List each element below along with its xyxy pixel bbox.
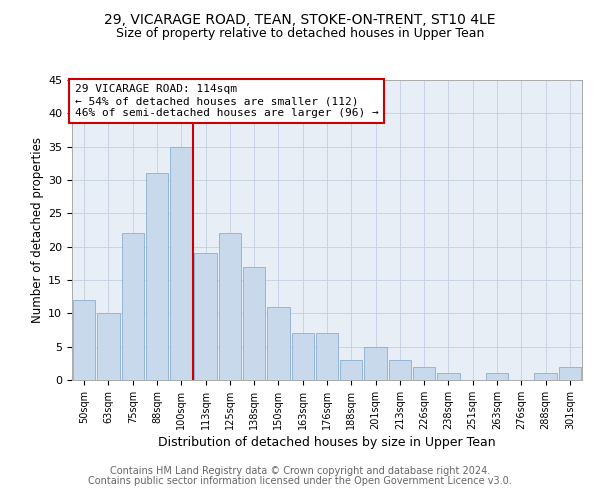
Bar: [437, 374, 460, 380]
Bar: [292, 334, 314, 380]
Bar: [122, 234, 144, 380]
Y-axis label: Number of detached properties: Number of detached properties: [31, 137, 44, 323]
Text: 29 VICARAGE ROAD: 114sqm
← 54% of detached houses are smaller (112)
46% of semi-: 29 VICARAGE ROAD: 114sqm ← 54% of detach…: [74, 84, 379, 117]
Bar: [146, 174, 168, 380]
Bar: [218, 234, 241, 380]
Bar: [389, 360, 411, 380]
Bar: [364, 346, 387, 380]
Bar: [170, 146, 193, 380]
Bar: [194, 254, 217, 380]
Text: Contains HM Land Registry data © Crown copyright and database right 2024.: Contains HM Land Registry data © Crown c…: [110, 466, 490, 476]
Bar: [243, 266, 265, 380]
Text: 29, VICARAGE ROAD, TEAN, STOKE-ON-TRENT, ST10 4LE: 29, VICARAGE ROAD, TEAN, STOKE-ON-TRENT,…: [104, 12, 496, 26]
Bar: [413, 366, 436, 380]
Bar: [340, 360, 362, 380]
Text: Size of property relative to detached houses in Upper Tean: Size of property relative to detached ho…: [116, 28, 484, 40]
Bar: [316, 334, 338, 380]
Bar: [559, 366, 581, 380]
Bar: [486, 374, 508, 380]
Bar: [535, 374, 557, 380]
Bar: [73, 300, 95, 380]
Bar: [267, 306, 290, 380]
X-axis label: Distribution of detached houses by size in Upper Tean: Distribution of detached houses by size …: [158, 436, 496, 449]
Bar: [97, 314, 119, 380]
Text: Contains public sector information licensed under the Open Government Licence v3: Contains public sector information licen…: [88, 476, 512, 486]
